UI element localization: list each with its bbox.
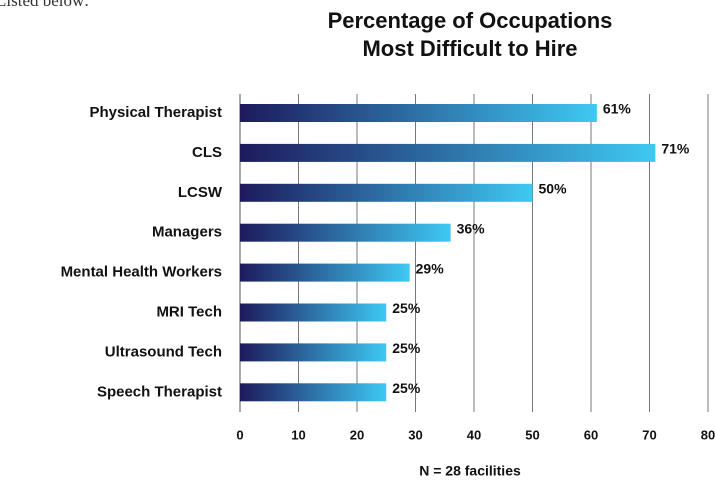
x-tick-label: 10	[291, 427, 305, 442]
y-tick-label: CLS	[192, 144, 222, 161]
chart-title: Percentage of Occupations	[328, 8, 613, 33]
x-tick-label: 0	[236, 427, 243, 442]
x-tick-label: 50	[525, 427, 539, 442]
bar	[240, 263, 410, 282]
value-label: 25%	[392, 300, 421, 316]
chart-title: Most Difficult to Hire	[362, 36, 577, 61]
bar	[240, 143, 656, 162]
y-tick-label: Mental Health Workers	[61, 264, 222, 281]
value-label: 25%	[392, 380, 421, 396]
bar	[240, 223, 451, 242]
footnote: N = 28 facilities	[419, 463, 521, 479]
x-tick-label: 80	[701, 427, 715, 442]
value-label: 61%	[603, 101, 632, 117]
bar	[240, 343, 387, 362]
x-tick-label: 40	[467, 427, 481, 442]
y-tick-label: Speech Therapist	[97, 383, 222, 400]
x-tick-label: 60	[584, 427, 598, 442]
bar	[240, 383, 387, 402]
bar	[240, 183, 533, 202]
bar	[240, 303, 387, 322]
value-label: 25%	[392, 340, 421, 356]
x-tick-label: 70	[642, 427, 656, 442]
value-label: 71%	[661, 141, 690, 157]
x-tick-label: 20	[350, 427, 364, 442]
value-label: 50%	[539, 181, 568, 197]
y-tick-label: Managers	[152, 224, 222, 241]
annotation: Listed below:	[0, 0, 89, 10]
bar	[240, 104, 597, 122]
y-tick-label: MRI Tech	[156, 303, 222, 320]
x-tick-label: 30	[408, 427, 422, 442]
value-label: 36%	[457, 220, 486, 236]
y-tick-label: LCSW	[178, 184, 223, 201]
value-label: 29%	[416, 260, 445, 276]
y-tick-label: Ultrasound Tech	[105, 343, 222, 360]
y-tick-label: Physical Therapist	[89, 104, 222, 121]
